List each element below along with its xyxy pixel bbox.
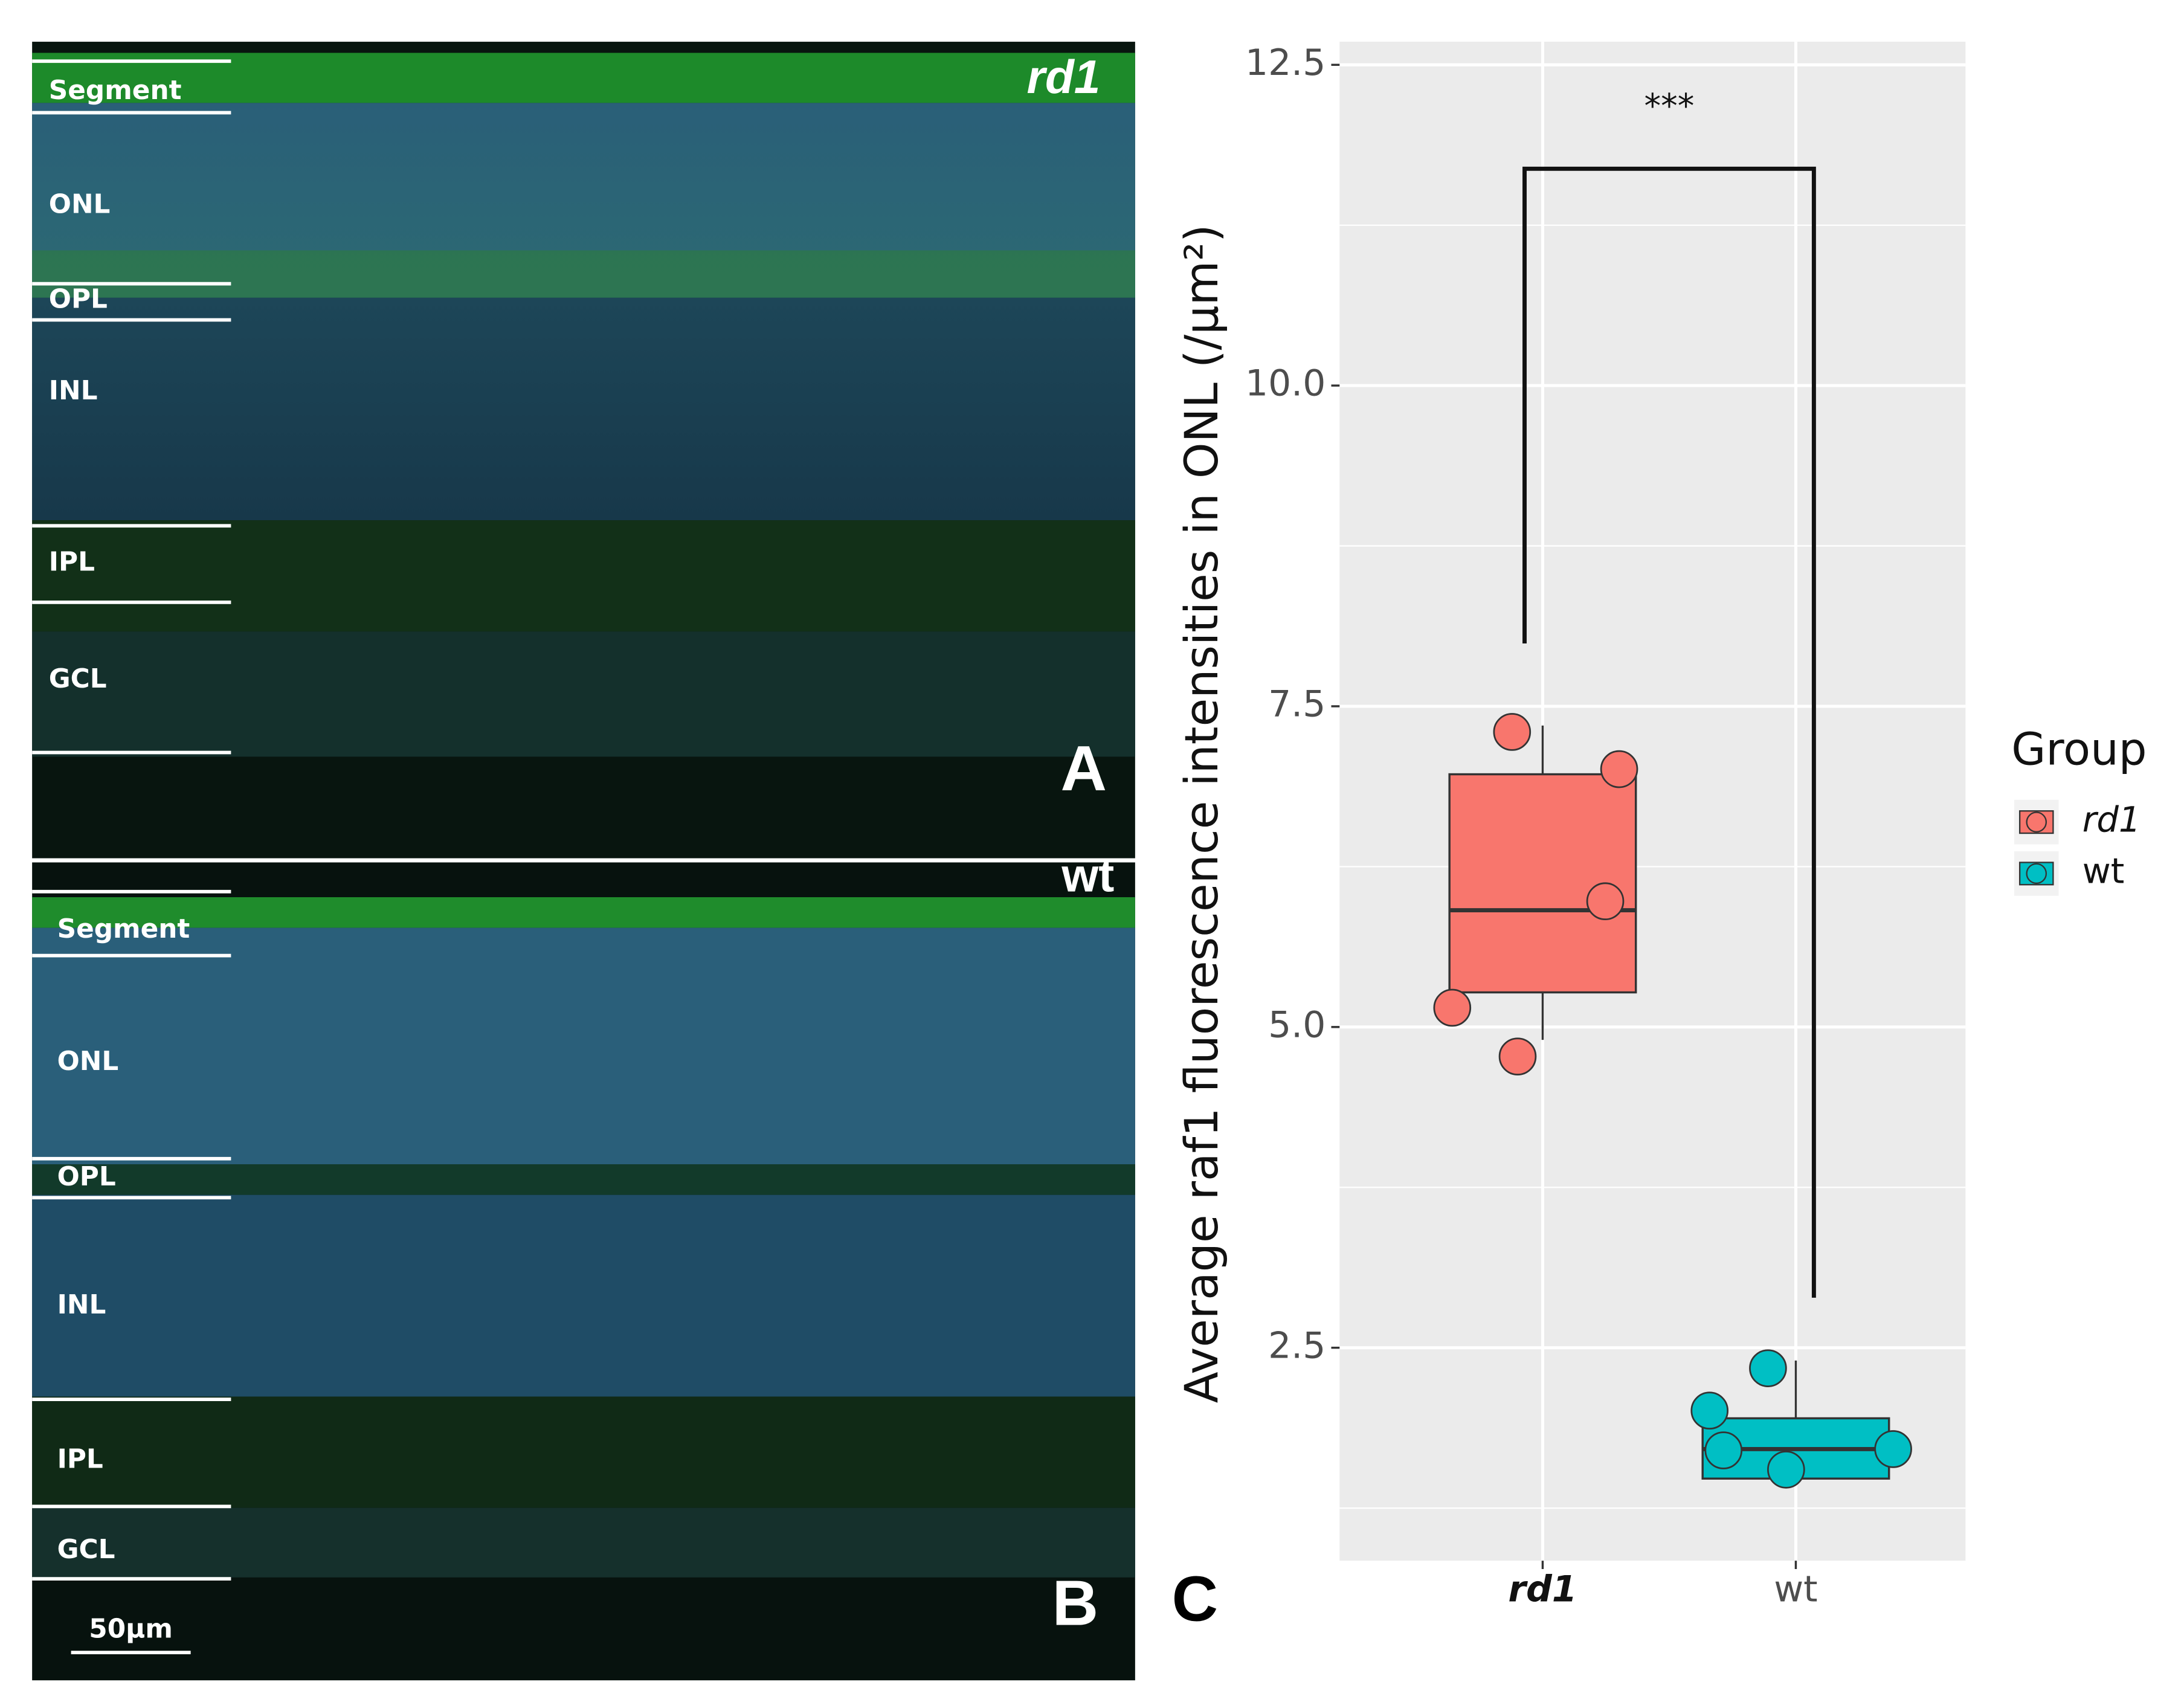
- legend-dot: [2026, 863, 2047, 885]
- y-tick-label: 2.5: [1268, 1324, 1326, 1367]
- panel-letter: B: [1052, 1567, 1098, 1639]
- y-tick-label: 10.0: [1245, 363, 1326, 405]
- point: [1586, 882, 1625, 921]
- plot: 2.5 5.0 7.5 10.0 12.5 rd1 wt rd1 wt Group ***: [1245, 42, 2147, 1611]
- panel-tag: rd1: [1027, 50, 1101, 103]
- y-tick-label: 12.5: [1245, 42, 1326, 84]
- point: [1690, 1391, 1729, 1430]
- layer-label: ONL: [57, 1046, 119, 1077]
- layer-label: GCL: [57, 1534, 115, 1565]
- layer-lines: [32, 59, 231, 1654]
- layer-label: IPL: [57, 1443, 103, 1474]
- point: [1433, 988, 1472, 1027]
- layer-label: Segment: [57, 914, 190, 944]
- panel-letter: A: [1060, 733, 1106, 804]
- x-tick-label: wt: [1774, 1568, 1817, 1610]
- y-tick-label: 5.0: [1268, 1004, 1326, 1046]
- panel-letter: C: [1172, 1564, 1218, 1635]
- plot-background: [1339, 42, 1966, 1561]
- significance-label: ***: [1644, 88, 1695, 126]
- layer-labels-b: Segment ONL OPL INL IPL GCL: [57, 914, 190, 1565]
- legend-label: rd1: [2083, 799, 2141, 840]
- point: [1749, 1349, 1787, 1387]
- layer-label: GCL: [49, 663, 107, 694]
- y-tick-label: 7.5: [1268, 683, 1326, 726]
- y-axis-title: Average raf1 fluorescence intensities in…: [1174, 224, 1228, 1403]
- significance-bracket: [1522, 166, 1816, 1298]
- layer-label: ONL: [49, 189, 111, 220]
- layer-labels-a: Segment ONL OPL INL IPL GCL: [49, 75, 182, 694]
- point: [1704, 1431, 1743, 1469]
- scale-bar-label: 50µm: [89, 1613, 173, 1644]
- micrograph-a: [32, 42, 1135, 859]
- layer-label: INL: [49, 375, 98, 406]
- point: [1493, 713, 1532, 751]
- legend-dot: [2026, 811, 2047, 833]
- point: [1767, 1451, 1805, 1489]
- layer-label: OPL: [49, 283, 108, 314]
- layer-label: IPL: [49, 546, 95, 577]
- point: [1498, 1037, 1537, 1075]
- point: [1600, 750, 1638, 788]
- panel-tag: wt: [1061, 849, 1114, 902]
- layer-label: Segment: [49, 75, 182, 106]
- point: [1874, 1430, 1912, 1468]
- layer-label: INL: [57, 1289, 106, 1320]
- x-tick-label: rd1: [1508, 1568, 1577, 1610]
- legend-label: wt: [2083, 851, 2125, 891]
- micrograph-b: [32, 862, 1135, 1681]
- legend-title: Group: [2011, 724, 2147, 776]
- layer-label: OPL: [57, 1161, 116, 1192]
